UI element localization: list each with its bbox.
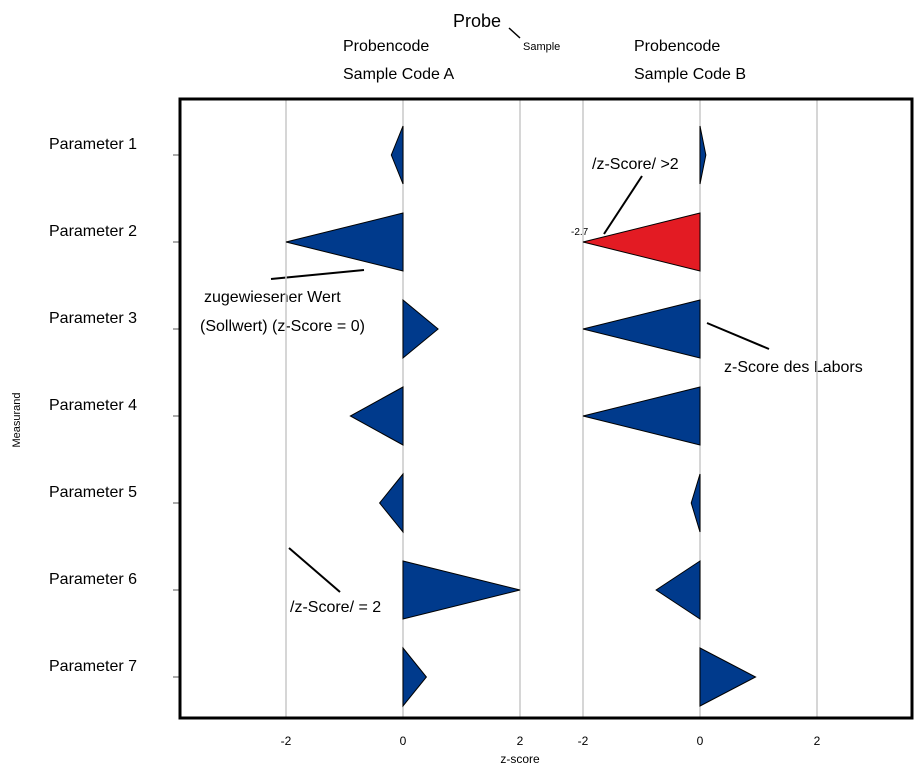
probe-leader-line <box>508 27 521 39</box>
x-axis-title: z-score <box>500 752 540 766</box>
zscore-triangle <box>582 386 701 446</box>
zscore-triangle <box>582 299 701 359</box>
panel-a-title-line1: Probencode <box>343 38 429 55</box>
sample-label: Sample <box>523 41 560 53</box>
annotation-lab-zscore: z-Score des Labors <box>724 359 863 376</box>
plot-frame <box>178 97 914 720</box>
annotation-assigned-line1: zugewiesener Wert <box>204 289 341 306</box>
annotation-assigned-leader <box>270 269 365 280</box>
category-label: Parameter 2 <box>49 223 137 240</box>
panel-b-title-line2: Sample Code B <box>634 66 746 83</box>
x-tick-label: -2 <box>281 734 292 748</box>
x-tick-label: 2 <box>517 734 524 748</box>
x-tick-label: -2 <box>578 734 589 748</box>
category-label: Parameter 3 <box>49 310 137 327</box>
zscore-triangle <box>349 386 404 446</box>
annotation-abs-z2: /z-Score/ = 2 <box>290 599 381 616</box>
x-tick-label: 2 <box>814 734 821 748</box>
annotation-lab-zscore-leader <box>706 322 770 350</box>
zscore-triangle <box>655 560 701 620</box>
plot-area: Parameter 1 Parameter 2 Parameter 3 Paramet… <box>49 97 914 748</box>
annotation-outlier-value: -2.7 <box>571 227 589 238</box>
zscore-triangle <box>390 125 404 185</box>
y-axis-title: Measurand <box>11 392 23 447</box>
zscore-triangle <box>699 125 707 185</box>
zscore-triangle <box>402 646 428 708</box>
panel-a-title-line2: Sample Code A <box>343 66 455 83</box>
zscore-triangle-outlier <box>582 212 701 272</box>
x-tick-label: 0 <box>400 734 407 748</box>
zscore-triangle <box>699 647 757 707</box>
x-tick-label: 0 <box>697 734 704 748</box>
annotation-outlier-leader <box>603 175 643 235</box>
panel-b-title-line1: Probencode <box>634 38 720 55</box>
category-label: Parameter 4 <box>49 397 137 414</box>
category-label: Parameter 6 <box>49 571 137 588</box>
zscore-triangle <box>378 472 404 534</box>
category-label: Parameter 1 <box>49 136 137 153</box>
annotation-assigned-line2: (Sollwert) (z-Score = 0) <box>200 318 365 335</box>
zscore-triangle <box>402 560 521 620</box>
annotation-abs-z2-leader <box>288 547 341 593</box>
zscore-triangle <box>402 298 439 360</box>
zscore-triangle <box>690 473 701 533</box>
annotation-outlier: /z-Score/ >2 <box>592 156 679 173</box>
zscore-triangle <box>285 212 404 272</box>
category-label: Parameter 5 <box>49 484 137 501</box>
probe-label: Probe <box>453 11 501 31</box>
category-label: Parameter 7 <box>49 658 137 675</box>
